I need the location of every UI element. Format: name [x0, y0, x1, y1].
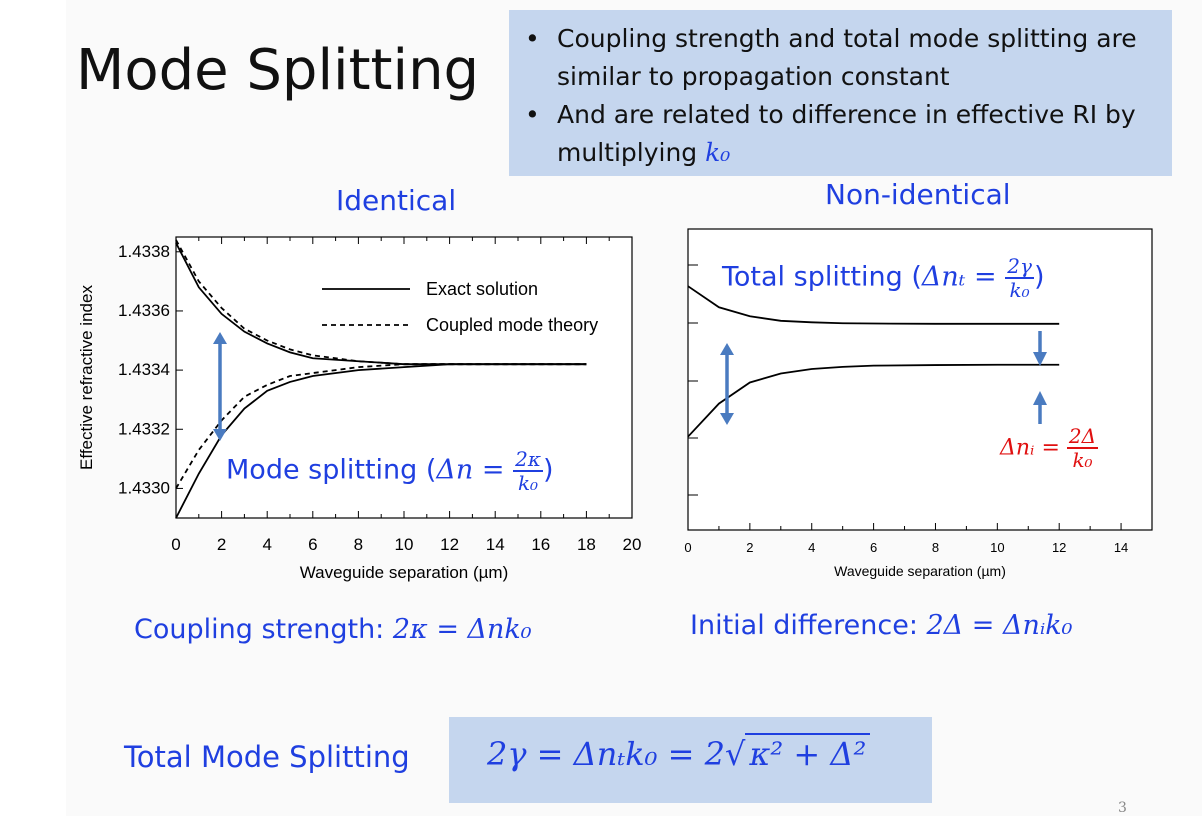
right-chart: 0 2 4 6 8 10 12 14 Waveguide separation (µm) [684, 228, 1153, 579]
left-panel-subtitle: Identical [336, 184, 457, 217]
slide-title: Mode Splitting [76, 38, 480, 103]
arrows [213, 331, 1047, 441]
legend-entry: Exact solution [426, 279, 538, 299]
initial-difference-den: k₀ [1072, 448, 1093, 472]
note-bullet-2-math: k₀ [705, 138, 731, 167]
x-tick-label: 14 [486, 535, 505, 554]
mode-splitting-fraction: 2κ k₀ [513, 448, 543, 494]
x-tick-label: 4 [808, 540, 815, 555]
x-tick-label: 12 [1052, 540, 1066, 555]
initial-difference-eq-math: 2Δ = Δnᵢk₀ [926, 610, 1073, 641]
note-box: Coupling strength and total mode splitti… [509, 10, 1172, 176]
x-tick-label: 10 [395, 535, 414, 554]
x-tick-label: 18 [577, 535, 596, 554]
total-splitting-annotation: Total splitting (Δnₜ = 2γ k₀) [722, 255, 1044, 301]
left-split-arrow-head-down [213, 429, 227, 441]
total-equation: 2γ = Δnₜk₀ = 2√ κ² + Δ² [487, 733, 871, 773]
right-split-arrow-head-up [720, 343, 734, 355]
mode-splitting-prefix: Mode splitting ( [226, 454, 437, 486]
note-list: Coupling strength and total mode splitti… [519, 20, 1158, 172]
x-tick-label: 20 [623, 535, 642, 554]
mode-splitting-den: k₀ [517, 471, 539, 495]
mode-splitting-math: Δn = [436, 454, 505, 486]
left-split-arrow-head-up [213, 332, 227, 344]
initial-difference-label: Initial difference: [690, 610, 927, 641]
y-axis-label: Effective refractive index [77, 285, 96, 470]
total-equation-radicand: κ² + Δ² [745, 733, 871, 773]
right-panel-subtitle: Non-identical [825, 178, 1011, 211]
initial-difference-num: 2Δ [1066, 424, 1099, 449]
mode-splitting-annotation: Mode splitting (Δn = 2κ k₀) [226, 448, 553, 494]
note-bullet-2-text: And are related to difference in effecti… [557, 100, 1136, 167]
mode-splitting-suffix: ) [542, 454, 554, 486]
plot-frame [687, 228, 1153, 531]
sqrt-sign: √ [724, 735, 746, 773]
x-tick-label: 10 [990, 540, 1004, 555]
x-tick-label: 12 [440, 535, 459, 554]
total-equation-left: 2γ = Δnₜk₀ = 2 [487, 735, 725, 773]
plot-frame [175, 236, 633, 519]
x-tick-label: 14 [1114, 540, 1128, 555]
total-splitting-num: 2γ [1005, 254, 1034, 279]
x-tick-label: 2 [746, 540, 753, 555]
initial-difference-math: Δnᵢ = [1000, 435, 1060, 461]
x-tick-label: 6 [308, 535, 317, 554]
right-split-arrow-head-down [720, 413, 734, 425]
down-arrow-head [1033, 352, 1047, 366]
x-tick-label: 0 [171, 535, 180, 554]
x-tick-label: 0 [684, 540, 691, 555]
page-number: 3 [1118, 800, 1127, 816]
mode-splitting-num: 2κ [513, 447, 543, 472]
series-line-exact [687, 363, 1060, 438]
up-arrow-head [1033, 391, 1047, 405]
initial-difference-annotation: Δnᵢ = 2Δ k₀ [1000, 424, 1099, 472]
initial-difference-equation: Initial difference: 2Δ = Δnᵢk₀ [690, 610, 1072, 641]
x-tick-label: 2 [217, 535, 226, 554]
x-axis-label: Waveguide separation (µm) [300, 563, 509, 582]
legend-entry: Coupled mode theory [426, 315, 598, 335]
x-tick-label: 16 [531, 535, 550, 554]
total-equation-box [449, 717, 932, 803]
note-bullet-2: And are related to difference in effecti… [519, 96, 1158, 172]
y-tick-label: 1.4332 [118, 419, 170, 438]
x-tick-label: 8 [354, 535, 363, 554]
y-tick-label: 1.4334 [118, 360, 170, 379]
series-line-exact [687, 285, 1060, 325]
y-tick-label: 1.4338 [118, 242, 170, 261]
total-mode-splitting-label: Total Mode Splitting [124, 740, 410, 774]
coupling-strength-equation: Coupling strength: 2κ = Δnk₀ [134, 614, 532, 645]
coupling-strength-math: 2κ = Δnk₀ [392, 614, 532, 645]
total-splitting-suffix: ) [1033, 261, 1045, 293]
x-tick-label: 6 [870, 540, 877, 555]
left-chart: 0 2 4 6 8 10 12 14 16 18 20 1.4330 1.4332 1.4334 1.433… [77, 236, 642, 582]
x-tick-label: 8 [932, 540, 939, 555]
coupling-strength-label: Coupling strength: [134, 614, 393, 645]
y-tick-label: 1.4330 [118, 478, 170, 497]
x-tick-label: 4 [262, 535, 271, 554]
total-splitting-prefix: Total splitting ( [722, 261, 922, 293]
y-tick-label: 1.4336 [118, 301, 170, 320]
total-splitting-fraction: 2γ k₀ [1005, 255, 1034, 301]
x-axis-label: Waveguide separation (µm) [834, 563, 1006, 579]
total-splitting-den: k₀ [1009, 278, 1030, 302]
note-bullet-1: Coupling strength and total mode splitti… [519, 20, 1158, 96]
total-splitting-math: Δnₜ = [921, 261, 997, 293]
initial-difference-fraction: 2Δ k₀ [1066, 424, 1099, 472]
